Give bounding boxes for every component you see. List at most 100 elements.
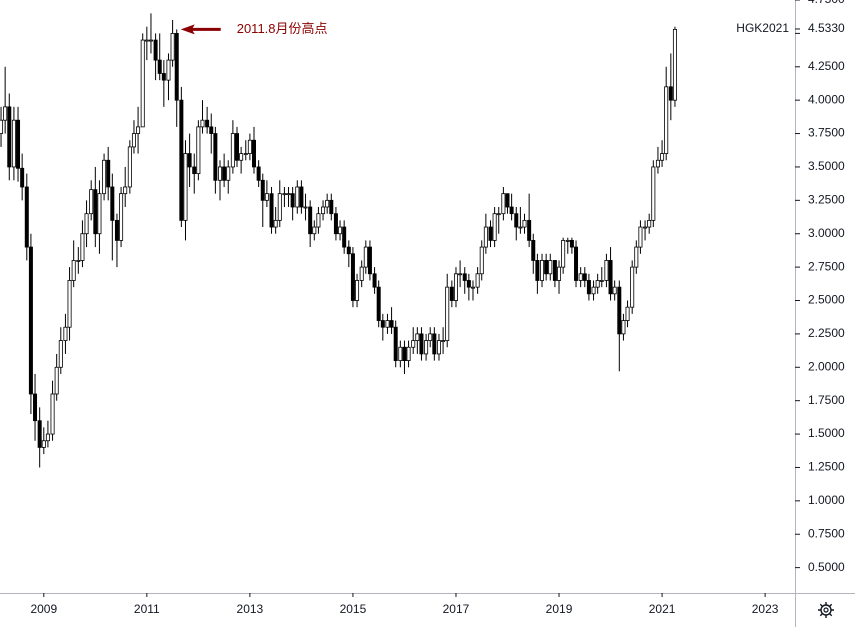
- candle-body: [638, 226, 643, 248]
- candle-body: [522, 219, 527, 228]
- y-tick-label: 3.7500: [808, 126, 845, 140]
- candle-body: [102, 159, 107, 195]
- candle-body: [432, 333, 437, 355]
- candle-body: [218, 166, 223, 181]
- candle-body: [428, 333, 433, 341]
- candle-body: [372, 273, 377, 288]
- candle-body: [441, 340, 446, 342]
- candle-body: [7, 106, 12, 168]
- candle-body: [114, 219, 119, 241]
- candle-body: [617, 286, 622, 335]
- candle-body: [591, 286, 596, 295]
- candle-body: [578, 273, 583, 281]
- gear-hub: [823, 607, 829, 613]
- candle-body: [595, 280, 600, 288]
- candle-body: [625, 306, 630, 321]
- candle-body: [586, 280, 591, 295]
- candle-body: [316, 213, 321, 228]
- candle-body: [153, 39, 158, 61]
- candle-body: [367, 246, 372, 275]
- candle-body: [200, 119, 205, 128]
- candle-body: [531, 240, 536, 261]
- candle-body: [11, 119, 16, 168]
- candle-body: [445, 286, 450, 341]
- candle-body: [80, 233, 85, 261]
- y-tick-label: 3.0000: [808, 226, 845, 240]
- x-tick-label: 2015: [340, 602, 367, 616]
- candle-body: [264, 193, 269, 201]
- candle-body: [651, 166, 656, 221]
- candle-body: [192, 166, 197, 175]
- y-tick-label: 2.0000: [808, 359, 845, 373]
- y-tick-label: 4.2500: [808, 59, 845, 73]
- candle-body: [544, 260, 549, 275]
- candle-body: [398, 346, 403, 362]
- candle-body: [608, 260, 613, 295]
- candle-body: [41, 440, 46, 448]
- candle-body: [660, 153, 665, 161]
- candle-body: [277, 193, 282, 221]
- candle-body: [140, 39, 145, 128]
- candle-body: [67, 280, 72, 328]
- candle-body: [76, 260, 81, 262]
- candle-body: [312, 226, 317, 235]
- candle-body: [20, 167, 25, 188]
- candle-body: [252, 139, 257, 168]
- candle-body: [643, 226, 648, 229]
- candle-body: [0, 119, 4, 134]
- y-tick-label: 1.7500: [808, 393, 845, 407]
- y-tick-label: 1.0000: [808, 493, 845, 507]
- candle-body: [501, 193, 506, 215]
- candle-body: [329, 199, 334, 215]
- candle-body: [458, 273, 463, 276]
- candle-body: [355, 280, 360, 301]
- candle-body: [282, 193, 287, 196]
- candle-body: [16, 119, 21, 169]
- candle-body: [415, 333, 420, 341]
- candle-body: [123, 186, 128, 195]
- candle-body: [230, 133, 235, 168]
- candle-body: [222, 166, 227, 181]
- candle-body: [174, 32, 179, 101]
- candle-body: [170, 32, 175, 61]
- last-price-tag: [801, 19, 855, 38]
- candle-body: [540, 260, 545, 281]
- x-tick-label: 2017: [443, 602, 470, 616]
- candle-body: [93, 189, 98, 235]
- candle-body: [58, 340, 63, 368]
- series-name: HGK2021: [736, 21, 789, 35]
- candle-body: [338, 226, 343, 235]
- candle-body: [475, 273, 480, 288]
- candle-body: [453, 273, 458, 301]
- candles: [0, 13, 677, 468]
- candle-body: [290, 193, 295, 208]
- candle-body: [286, 193, 291, 196]
- annotation-arrow: [180, 24, 221, 35]
- settings-gear[interactable]: [818, 602, 834, 618]
- candle-body: [119, 193, 124, 241]
- candle-body: [260, 179, 265, 201]
- candle-body: [161, 73, 166, 81]
- candle-body: [308, 206, 313, 235]
- y-tick-label: 1.5000: [808, 426, 845, 440]
- candle-body: [299, 186, 304, 208]
- candle-body: [393, 326, 398, 362]
- candle-body: [599, 280, 604, 282]
- candle-body: [569, 240, 574, 248]
- candle-body: [144, 39, 149, 42]
- x-tick-label: 2021: [649, 602, 676, 616]
- candle-body: [179, 99, 184, 221]
- candle-body: [479, 246, 484, 275]
- x-tick-label: 2023: [752, 602, 779, 616]
- y-tick-label: 3.2500: [808, 193, 845, 207]
- candle-body: [213, 133, 218, 181]
- candle-body: [37, 420, 42, 448]
- candle-body: [462, 273, 467, 281]
- candle-body: [187, 153, 192, 168]
- candle-body: [24, 186, 29, 248]
- candle-body: [664, 86, 669, 154]
- candle-body: [157, 59, 162, 74]
- candle-body: [235, 133, 240, 161]
- candle-body: [350, 253, 355, 301]
